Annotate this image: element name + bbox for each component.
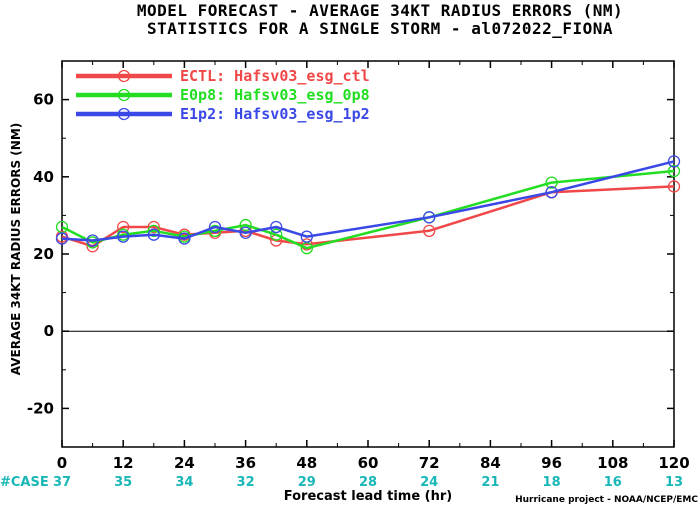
case-count: 24 bbox=[420, 475, 438, 490]
x-tick-label: 120 bbox=[658, 454, 689, 472]
x-tick-label: 36 bbox=[235, 454, 256, 472]
series-point bbox=[423, 224, 436, 237]
y-axis-label: AVERAGE 34KT RADIUS ERRORS (NM) bbox=[9, 123, 23, 375]
case-count: 13 bbox=[665, 475, 683, 490]
case-count: 18 bbox=[543, 475, 561, 490]
x-tick-label: 0 bbox=[57, 454, 67, 472]
series-point bbox=[147, 220, 160, 234]
series-point bbox=[117, 230, 130, 243]
series-point bbox=[147, 224, 160, 237]
series-point bbox=[208, 224, 222, 237]
chart-title: MODEL FORECAST - AVERAGE 34KT RADIUS ERR… bbox=[136, 1, 624, 20]
case-count: 21 bbox=[481, 475, 499, 490]
x-tick-label: 96 bbox=[541, 454, 562, 472]
legend-label: E1p2: Hafsv03_esg_1p2 bbox=[180, 105, 370, 123]
series-point bbox=[300, 238, 313, 251]
series-point bbox=[270, 220, 283, 234]
x-tick-label: 84 bbox=[480, 454, 501, 472]
y-tick-label: 40 bbox=[33, 168, 54, 186]
legend-marker bbox=[117, 69, 131, 83]
series-line bbox=[61, 185, 675, 248]
series-point bbox=[667, 155, 681, 168]
case-count: 34 bbox=[175, 475, 193, 490]
series-point bbox=[545, 176, 558, 189]
series-point bbox=[178, 232, 191, 245]
series-point bbox=[239, 226, 252, 239]
series-point bbox=[147, 228, 160, 241]
series-point bbox=[667, 164, 681, 178]
x-tick-label: 48 bbox=[296, 454, 317, 472]
legend-label: ECTL: Hafsv03_esg_ctl bbox=[180, 67, 370, 85]
x-tick-label: 12 bbox=[113, 454, 134, 472]
y-tick-label: 60 bbox=[33, 91, 54, 109]
chart-subtitle: STATISTICS FOR A SINGLE STORM - al072022… bbox=[146, 19, 614, 38]
case-count: 29 bbox=[298, 475, 316, 490]
case-count: 37 bbox=[53, 475, 71, 490]
case-count: 35 bbox=[114, 475, 132, 490]
series-point bbox=[117, 220, 130, 234]
series-point bbox=[55, 232, 69, 245]
x-tick-label: 72 bbox=[419, 454, 440, 472]
series-point bbox=[545, 186, 558, 199]
y-tick-label: -20 bbox=[27, 399, 54, 417]
credit-text: Hurricane project - NOAA/NCEP/EMC bbox=[515, 495, 698, 505]
y-tick-label: 20 bbox=[33, 245, 54, 263]
case-count: 28 bbox=[359, 475, 377, 490]
case-count: 32 bbox=[237, 475, 255, 490]
x-tick-label: 24 bbox=[174, 454, 195, 472]
legend-marker bbox=[117, 88, 131, 102]
legend-label: E0p8: Hafsv03_esg_0p8 bbox=[180, 86, 370, 104]
x-tick-label: 108 bbox=[597, 454, 628, 472]
case-count: 16 bbox=[604, 475, 622, 490]
case-row-label: #CASE bbox=[0, 475, 49, 490]
series-point bbox=[300, 230, 313, 243]
legend-marker bbox=[117, 107, 131, 121]
x-axis-label: Forecast lead time (hr) bbox=[284, 489, 452, 504]
series-point bbox=[423, 211, 436, 224]
series-point bbox=[667, 180, 681, 193]
series-point bbox=[239, 218, 252, 232]
x-tick-label: 60 bbox=[358, 454, 379, 472]
series-point bbox=[270, 228, 283, 241]
series-point bbox=[86, 234, 99, 247]
series-point bbox=[208, 220, 222, 234]
y-tick-label: 0 bbox=[44, 322, 54, 340]
